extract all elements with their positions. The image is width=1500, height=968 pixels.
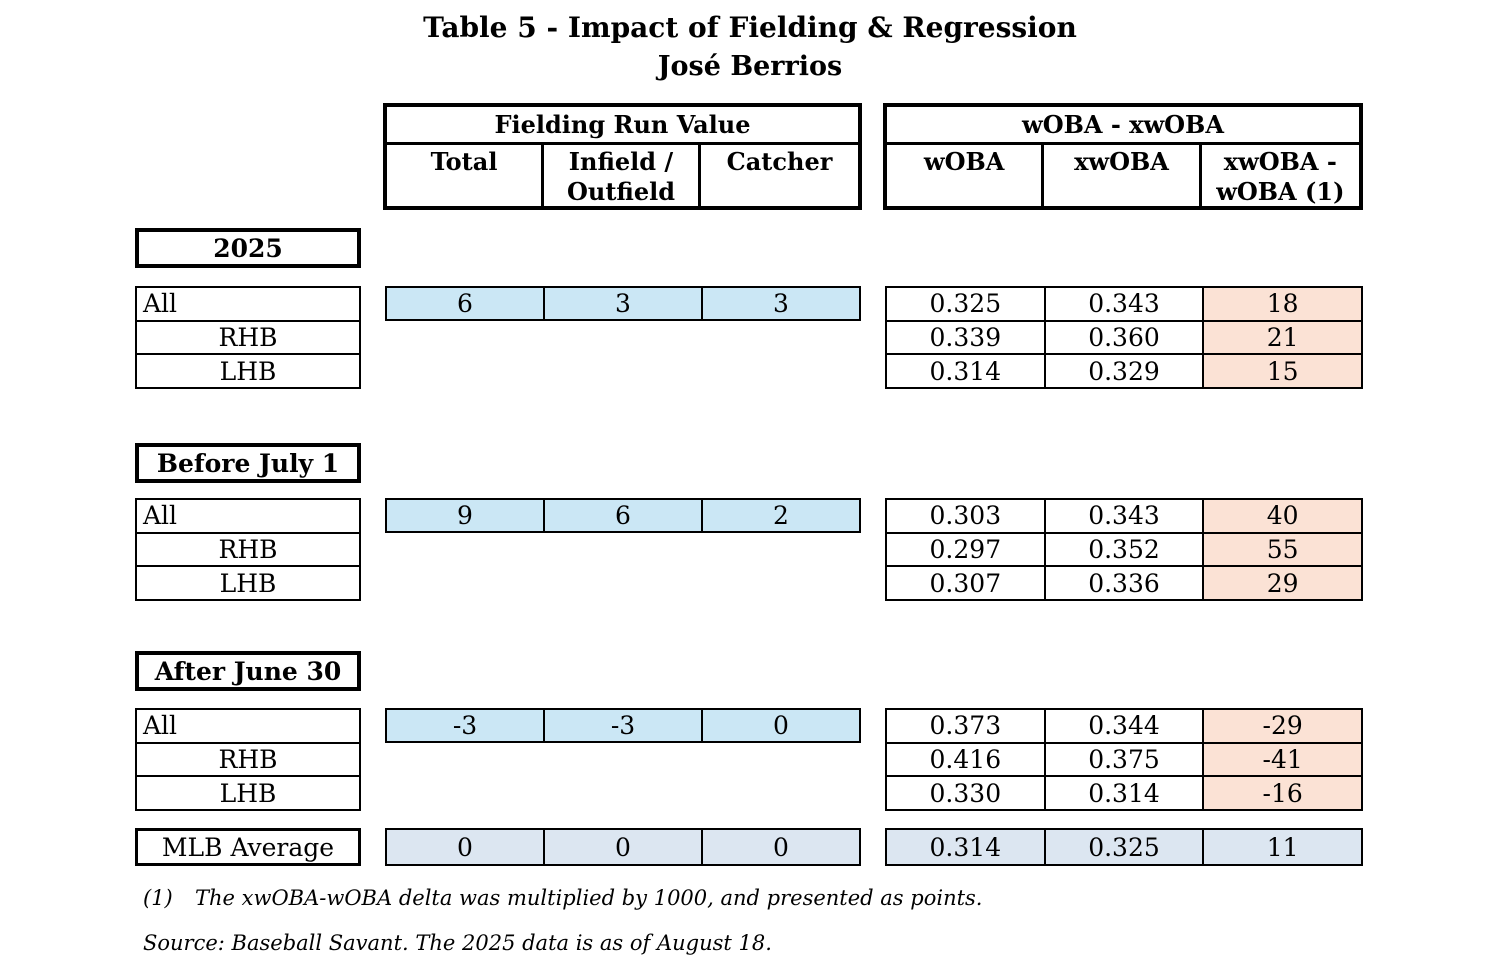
frv-infield-outfield-value: 3 <box>545 288 701 319</box>
woba-value: 0.314 <box>887 830 1044 864</box>
xwoba-value: 0.325 <box>1045 830 1203 864</box>
page-title: Table 5 - Impact of Fielding & Regressio… <box>0 8 1500 86</box>
frv-header-block: Fielding Run Value Total Infield / Outfi… <box>383 103 862 210</box>
delta-value: -29 <box>1204 710 1361 742</box>
frv-values-2025: 6 3 3 <box>385 286 861 321</box>
woba-value: 0.297 <box>887 533 1044 566</box>
delta-value: 18 <box>1204 288 1361 320</box>
section-label-after-june-30: After June 30 <box>135 651 361 691</box>
xwoba-value: 0.329 <box>1045 355 1203 387</box>
frv-catcher-value: 2 <box>703 500 859 531</box>
frv-values-after-june-30: -3 -3 0 <box>385 708 861 743</box>
row-label-rhb: RHB <box>137 743 359 776</box>
xwoba-value: 0.360 <box>1045 321 1203 354</box>
woba-col-woba: wOBA <box>887 145 1045 207</box>
row-labels-before-july-1: All RHB LHB <box>135 498 361 601</box>
woba-col-xwoba: xwOBA <box>1044 145 1202 207</box>
xwoba-value: 0.344 <box>1045 710 1203 742</box>
xwoba-value: 0.343 <box>1045 288 1203 320</box>
frv-catcher-value: 0 <box>703 830 859 864</box>
section-label-before-july-1: Before July 1 <box>135 443 361 483</box>
woba-value: 0.416 <box>887 743 1044 776</box>
mlb-average-label: MLB Average <box>135 828 361 866</box>
woba-value: 0.373 <box>887 710 1044 742</box>
frv-infield-outfield-value: 0 <box>545 830 701 864</box>
delta-value: -16 <box>1204 777 1361 809</box>
woba-values-2025: 0.325 0.343 18 0.339 0.360 21 0.314 0.32… <box>885 286 1363 389</box>
woba-values-before-july-1: 0.303 0.343 40 0.297 0.352 55 0.307 0.33… <box>885 498 1363 601</box>
frv-infield-outfield-value: -3 <box>545 710 701 741</box>
frv-col-infield-outfield: Infield / Outfield <box>544 145 701 207</box>
frv-col-total: Total <box>387 145 544 207</box>
delta-value: 11 <box>1204 830 1361 864</box>
xwoba-value: 0.375 <box>1045 743 1203 776</box>
woba-group-header: wOBA - xwOBA <box>887 107 1359 145</box>
frv-total-value: 0 <box>387 830 543 864</box>
woba-value: 0.314 <box>887 355 1044 387</box>
section-label-2025: 2025 <box>135 228 361 268</box>
row-label-all: All <box>137 500 359 532</box>
frv-total-value: 6 <box>387 288 543 319</box>
woba-value: 0.339 <box>887 321 1044 354</box>
frv-column-headers: Total Infield / Outfield Catcher <box>387 145 858 207</box>
frv-group-header: Fielding Run Value <box>387 107 858 145</box>
footnote-text: The xwOBA-wOBA delta was multiplied by 1… <box>195 886 983 910</box>
woba-value: 0.303 <box>887 500 1044 532</box>
row-label-rhb: RHB <box>137 321 359 354</box>
woba-value: 0.307 <box>887 567 1044 599</box>
row-label-lhb: LHB <box>137 355 359 387</box>
mlb-woba-values: 0.314 0.325 11 <box>885 828 1363 866</box>
woba-value: 0.325 <box>887 288 1044 320</box>
row-label-all: All <box>137 288 359 320</box>
woba-column-headers: wOBA xwOBA xwOBA - wOBA (1) <box>887 145 1359 207</box>
frv-values-before-july-1: 9 6 2 <box>385 498 861 533</box>
frv-catcher-value: 3 <box>703 288 859 319</box>
footnote-marker: (1) <box>143 886 173 910</box>
delta-value: 15 <box>1204 355 1361 387</box>
xwoba-value: 0.314 <box>1045 777 1203 809</box>
xwoba-value: 0.336 <box>1045 567 1203 599</box>
title-line-1: Table 5 - Impact of Fielding & Regressio… <box>423 11 1077 44</box>
xwoba-value: 0.352 <box>1045 533 1203 566</box>
row-labels-after-june-30: All RHB LHB <box>135 708 361 811</box>
delta-value: -41 <box>1204 743 1361 776</box>
delta-value: 40 <box>1204 500 1361 532</box>
title-line-2: José Berrios <box>657 51 843 82</box>
footnote-1: (1) The xwOBA-wOBA delta was multiplied b… <box>143 886 982 910</box>
delta-value: 29 <box>1204 567 1361 599</box>
frv-total-value: -3 <box>387 710 543 741</box>
frv-col-catcher: Catcher <box>726 147 833 176</box>
row-labels-2025: All RHB LHB <box>135 286 361 389</box>
row-label-lhb: LHB <box>137 777 359 809</box>
frv-total-value: 9 <box>387 500 543 531</box>
xwoba-value: 0.343 <box>1045 500 1203 532</box>
woba-value: 0.330 <box>887 777 1044 809</box>
mlb-frv-values: 0 0 0 <box>385 828 861 866</box>
row-label-rhb: RHB <box>137 533 359 566</box>
source-note: Source: Baseball Savant. The 2025 data i… <box>143 931 772 955</box>
woba-header-block: wOBA - xwOBA wOBA xwOBA xwOBA - wOBA (1) <box>883 103 1363 210</box>
woba-values-after-june-30: 0.373 0.344 -29 0.416 0.375 -41 0.330 0.… <box>885 708 1363 811</box>
frv-infield-outfield-value: 6 <box>545 500 701 531</box>
woba-col-delta: xwOBA - wOBA (1) <box>1216 147 1345 206</box>
row-label-lhb: LHB <box>137 567 359 599</box>
delta-value: 21 <box>1204 321 1361 354</box>
row-label-all: All <box>137 710 359 742</box>
delta-value: 55 <box>1204 533 1361 566</box>
frv-catcher-value: 0 <box>703 710 859 741</box>
